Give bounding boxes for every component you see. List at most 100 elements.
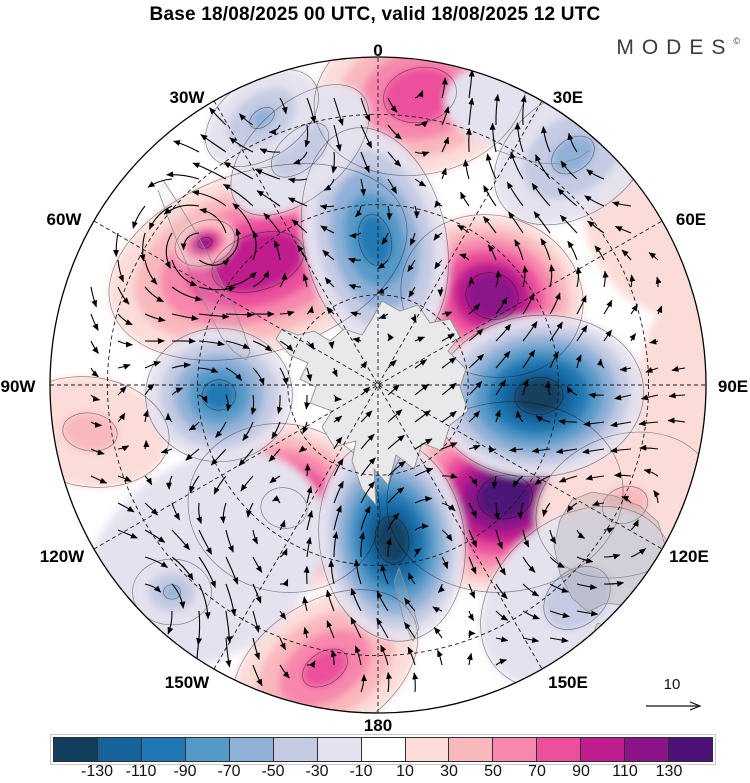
longitude-label: 60E: [676, 210, 706, 229]
wind-arrow: [210, 448, 227, 466]
colorbar-cell: [273, 738, 318, 761]
anomaly-contour-band: [249, 107, 275, 129]
wind-arrow: [199, 207, 227, 234]
wind-arrow: [468, 303, 481, 315]
wind-arrow: [279, 610, 287, 620]
colorbar-tick-label: 130: [655, 763, 683, 780]
wind-arrow: [90, 313, 99, 331]
wind-arrow: [522, 349, 536, 369]
longitude-label: 60W: [47, 210, 83, 229]
wind-arrow: [495, 583, 508, 599]
wind-arrow: [413, 548, 422, 558]
wind-arrow: [441, 556, 449, 569]
wind-arrow: [403, 621, 416, 639]
wind-arrow: [166, 171, 200, 180]
wind-arrow: [360, 97, 371, 122]
wind-arrow: [376, 591, 389, 612]
wind-arrow: [225, 271, 257, 288]
wind-arrow: [132, 205, 146, 229]
wind-arrow: [279, 97, 288, 115]
wind-arrow: [483, 216, 497, 234]
contour-line: [514, 376, 564, 416]
wind-arrow: [414, 495, 433, 504]
wind-arrow: [629, 274, 636, 288]
wind-arrow: [582, 448, 605, 455]
wind-arrow: [225, 529, 234, 553]
wind-arrow: [225, 311, 255, 318]
wind-arrow: [279, 272, 288, 288]
colorbar-cell: [625, 738, 670, 761]
wind-arrow: [485, 153, 497, 180]
wind-arrow: [185, 448, 200, 461]
wind-arrow: [555, 448, 578, 455]
wind-arrow: [434, 200, 443, 208]
wind-arrow: [533, 211, 551, 234]
wind-arrow: [407, 259, 416, 273]
wind-arrow: [441, 136, 450, 153]
wind-arrow: [603, 299, 613, 315]
wind-arrow: [239, 113, 254, 126]
wind-arrow: [611, 201, 632, 208]
wind-arrow: [387, 409, 403, 423]
wind-arrow: [460, 191, 470, 207]
wind-arrow: [468, 328, 484, 342]
wind-arrow: [360, 481, 375, 504]
wind-arrow: [287, 197, 308, 207]
wind-arrow: [360, 674, 368, 693]
colorbar-frame: [50, 734, 716, 765]
wind-arrow: [225, 610, 233, 644]
wind-arrow: [198, 556, 216, 589]
wind-arrow: [495, 379, 507, 396]
longitude-label: 0: [373, 41, 382, 60]
wind-arrow: [638, 420, 659, 427]
wind-arrow: [522, 529, 530, 548]
wind-arrow: [355, 205, 363, 218]
wind-arrow: [414, 90, 424, 99]
wind-arrow: [326, 620, 335, 639]
contour-line: [201, 379, 237, 411]
contour-line: [249, 106, 275, 130]
wind-arrow: [639, 444, 659, 451]
wind-arrow: [333, 97, 344, 126]
wind-arrow: [302, 273, 309, 288]
colorbar-tick-label: 50: [484, 763, 502, 780]
wind-arrow: [408, 572, 416, 585]
wind-arrow: [558, 418, 578, 425]
wind-arrow: [377, 259, 389, 269]
colorbar-cell: [493, 738, 538, 761]
wind-arrow: [171, 286, 203, 302]
wind-arrow: [171, 583, 186, 609]
wind-arrow: [630, 548, 646, 558]
colorbar-tick-label: 10: [396, 763, 414, 780]
wind-arrow: [386, 205, 393, 221]
wind-arrow: [495, 323, 512, 342]
wind-arrow: [649, 338, 659, 345]
anomaly-contour-band: [202, 379, 236, 411]
reference-vector-arrow: [646, 701, 702, 711]
wind-arrow: [324, 277, 335, 288]
wind-arrow: [117, 286, 130, 305]
wind-arrow: [557, 188, 578, 207]
wind-arrow: [387, 333, 394, 342]
wind-arrow: [387, 359, 397, 369]
wind-arrow: [465, 127, 472, 153]
wind-arrow: [198, 529, 213, 555]
wind-arrow: [304, 463, 311, 477]
wind-arrow: [542, 502, 551, 517]
wind-arrow: [349, 232, 362, 239]
colorbar: [53, 737, 713, 762]
wind-arrow: [306, 485, 313, 504]
wind-arrow: [493, 502, 500, 521]
wind-arrow: [225, 394, 232, 412]
wind-arrow: [252, 270, 270, 288]
wind-arrow: [360, 506, 371, 531]
wind-arrow: [225, 637, 232, 668]
wind-arrow: [630, 303, 638, 315]
wind-arrow: [412, 672, 419, 693]
wind-arrow: [413, 205, 420, 219]
wind-arrow: [271, 421, 281, 440]
wind-arrow: [630, 519, 639, 531]
longitude-spoke: [213, 100, 543, 670]
longitude-spoke: [93, 220, 663, 550]
colorbar-cell: [449, 738, 494, 761]
